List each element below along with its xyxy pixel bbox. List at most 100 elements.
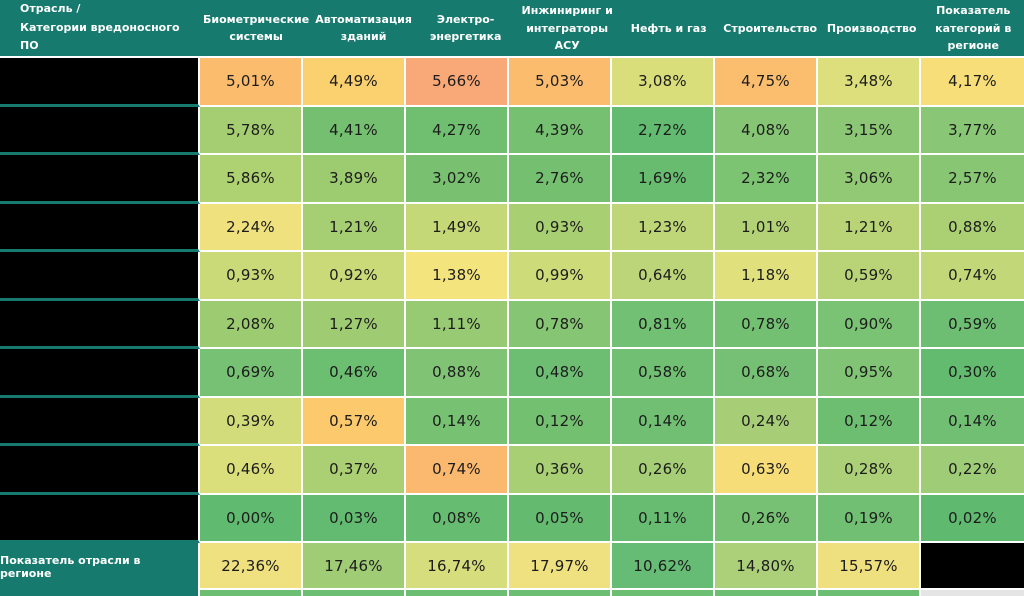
row-label-redacted [0, 397, 200, 447]
heatmap-cell: 0,39% [200, 397, 303, 447]
strip-segment [406, 590, 509, 596]
heatmap-cell: 4,17% [921, 58, 1024, 107]
heatmap-cell: 0,88% [406, 349, 509, 398]
heatmap-cell: 0,19% [818, 494, 921, 544]
footer-cell-redacted [921, 543, 1024, 590]
heatmap-cell: 1,38% [406, 252, 509, 301]
heatmap-cell: 2,76% [509, 155, 612, 204]
heatmap-cell: 4,39% [509, 106, 612, 156]
strip-segment [509, 590, 612, 596]
heatmap-cell: 0,99% [509, 252, 612, 301]
strip-segment [921, 590, 1024, 596]
footer-cell: 17,97% [509, 543, 612, 590]
table-row-8: 0,46% 0,37% 0,74% 0,36% 0,26% 0,63% 0,28% 0,22% [0, 446, 1024, 495]
heatmap-cell: 5,86% [200, 155, 303, 204]
heatmap-cell: 0,81% [612, 300, 715, 350]
heatmap-cell: 0,14% [921, 397, 1024, 447]
column-header-3: Инжиниринг и интеграторы АСУ [521, 4, 613, 52]
table-row-6: 0,69% 0,46% 0,88% 0,48% 0,58% 0,68% 0,95% 0,30% [0, 349, 1024, 398]
heatmap-cell: 0,59% [818, 252, 921, 301]
heatmap-cell: 1,69% [612, 155, 715, 204]
table-row-7: 0,39% 0,57% 0,14% 0,12% 0,14% 0,24% 0,12% 0,14% [0, 397, 1024, 447]
heatmap-cell: 0,46% [303, 349, 406, 398]
heatmap-cell: 5,66% [406, 58, 509, 107]
heatmap-cell: 3,15% [818, 106, 921, 156]
heatmap-cell: 1,49% [406, 203, 509, 253]
heatmap-cell: 0,78% [715, 300, 818, 350]
heatmap-cell: 0,11% [612, 494, 715, 544]
heatmap-cell: 0,05% [509, 494, 612, 544]
heatmap-cell: 0,78% [509, 300, 612, 350]
heatmap-cell: 5,03% [509, 58, 612, 107]
column-header-7: Показатель категорий в регионе [935, 4, 1012, 52]
footer-cell: 22,36% [200, 543, 303, 590]
footer-cell: 10,62% [612, 543, 715, 590]
corner-header: Отрасль / Категории вредоносного ПО [20, 2, 180, 53]
heatmap-cell: 0,88% [921, 203, 1024, 253]
heatmap-cell: 1,01% [715, 203, 818, 253]
strip-segment [818, 590, 921, 596]
column-header-0: Биометрические системы [203, 12, 310, 44]
column-header-1: Автоматизация зданий [315, 12, 412, 44]
strip-segment [612, 590, 715, 596]
heatmap-cell: 0,36% [509, 446, 612, 495]
heatmap-cell: 3,02% [406, 155, 509, 204]
heatmap-cell: 0,95% [818, 349, 921, 398]
heatmap-cell: 0,22% [921, 446, 1024, 495]
column-header-4: Нефть и газ [630, 21, 707, 35]
heatmap-cell: 1,27% [303, 300, 406, 350]
footer-cell: 14,80% [715, 543, 818, 590]
table-row-9: 0,00% 0,03% 0,08% 0,05% 0,11% 0,26% 0,19% 0,02% [0, 494, 1024, 544]
heatmap-cell: 0,57% [303, 397, 406, 447]
heatmap-cell: 5,01% [200, 58, 303, 107]
heatmap-cell: 0,12% [818, 397, 921, 447]
heatmap-cell: 0,26% [612, 446, 715, 495]
row-label-redacted [0, 446, 200, 495]
strip-segment [0, 590, 200, 596]
bottom-edge-strip [0, 590, 1024, 596]
heatmap-cell: 2,08% [200, 300, 303, 350]
row-label-redacted [0, 300, 200, 350]
strip-segment [200, 590, 303, 596]
footer-row-label: Показатель отрасли в регионе [0, 543, 200, 590]
heatmap-cell: 1,21% [818, 203, 921, 253]
row-label-redacted [0, 203, 200, 253]
heatmap-cell: 0,30% [921, 349, 1024, 398]
row-label-redacted [0, 155, 200, 204]
table-row-0: 5,01% 4,49% 5,66% 5,03% 3,08% 4,75% 3,48% 4,17% [0, 58, 1024, 107]
row-label-redacted [0, 349, 200, 398]
heatmap-cell: 0,46% [200, 446, 303, 495]
heatmap-cell: 0,24% [715, 397, 818, 447]
heatmap-cell: 0,74% [921, 252, 1024, 301]
heatmap-cell: 0,90% [818, 300, 921, 350]
heatmap-cell: 0,37% [303, 446, 406, 495]
heatmap-cell: 0,93% [200, 252, 303, 301]
footer-cell: 15,57% [818, 543, 921, 590]
heatmap-cell: 0,48% [509, 349, 612, 398]
table-row-4: 0,93% 0,92% 1,38% 0,99% 0,64% 1,18% 0,59% 0,74% [0, 252, 1024, 301]
heatmap-cell: 0,68% [715, 349, 818, 398]
heatmap-cell: 0,14% [406, 397, 509, 447]
heatmap-cell: 5,78% [200, 106, 303, 156]
heatmap-cell: 0,08% [406, 494, 509, 544]
column-header-2: Электро-энергетика [429, 12, 502, 44]
table-row-5: 2,08% 1,27% 1,11% 0,78% 0,81% 0,78% 0,90% 0,59% [0, 300, 1024, 350]
heatmap-cell: 4,49% [303, 58, 406, 107]
heatmap-cell: 1,23% [612, 203, 715, 253]
row-label-redacted [0, 494, 200, 544]
heatmap-cell: 3,08% [612, 58, 715, 107]
heatmap-cell: 4,27% [406, 106, 509, 156]
heatmap-cell: 0,63% [715, 446, 818, 495]
heatmap-cell: 0,03% [303, 494, 406, 544]
heatmap-cell: 0,64% [612, 252, 715, 301]
heatmap-cell: 3,77% [921, 106, 1024, 156]
heatmap-cell: 0,12% [509, 397, 612, 447]
heatmap-cell: 3,48% [818, 58, 921, 107]
strip-segment [715, 590, 818, 596]
footer-cell: 16,74% [406, 543, 509, 590]
heatmap-cell: 0,92% [303, 252, 406, 301]
heatmap-cell: 0,26% [715, 494, 818, 544]
heatmap-cell: 0,28% [818, 446, 921, 495]
heatmap-cell: 0,93% [509, 203, 612, 253]
